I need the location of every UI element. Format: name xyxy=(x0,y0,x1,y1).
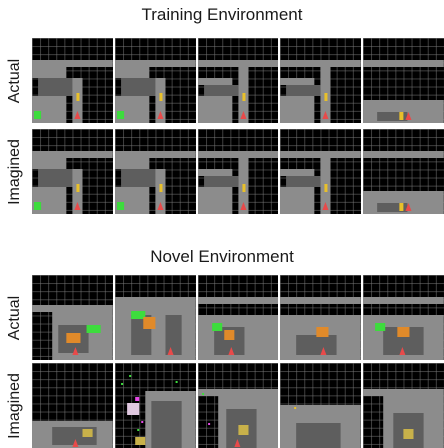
row-label-training-actual: Actual xyxy=(0,38,30,123)
env-frame xyxy=(114,363,196,448)
section-title-novel: Novel Environment xyxy=(150,247,294,266)
row-label-training-imagined: Imagined xyxy=(0,129,30,214)
panel-row-training-actual xyxy=(32,38,444,123)
env-frame xyxy=(114,38,196,123)
env-frame xyxy=(280,363,362,448)
row-label-text: Imagined xyxy=(6,372,24,439)
row-label-text: Imagined xyxy=(6,138,24,205)
env-frame xyxy=(280,129,362,214)
env-frame xyxy=(32,38,113,123)
env-frame xyxy=(197,275,279,360)
env-frame xyxy=(114,129,196,214)
panel-row-training-imagined xyxy=(32,129,444,214)
env-frame xyxy=(32,363,113,448)
row-label-novel-imagined: Imagined xyxy=(0,363,30,448)
section-title-training: Training Environment xyxy=(141,5,303,24)
env-frame xyxy=(363,363,444,448)
row-label-text: Actual xyxy=(6,295,23,340)
env-frame xyxy=(363,38,444,123)
env-frame xyxy=(114,275,196,360)
env-frame xyxy=(197,38,279,123)
env-frame xyxy=(280,275,362,360)
env-frame xyxy=(32,275,113,360)
panel-row-novel-actual xyxy=(32,275,444,360)
env-frame xyxy=(197,129,279,214)
panel-row-novel-imagined xyxy=(32,363,444,448)
env-frame xyxy=(280,38,362,123)
row-label-novel-actual: Actual xyxy=(0,275,30,360)
env-frame xyxy=(197,363,279,448)
env-frame xyxy=(363,275,444,360)
env-frame xyxy=(363,129,444,214)
env-frame xyxy=(32,129,113,214)
row-label-text: Actual xyxy=(6,58,23,103)
